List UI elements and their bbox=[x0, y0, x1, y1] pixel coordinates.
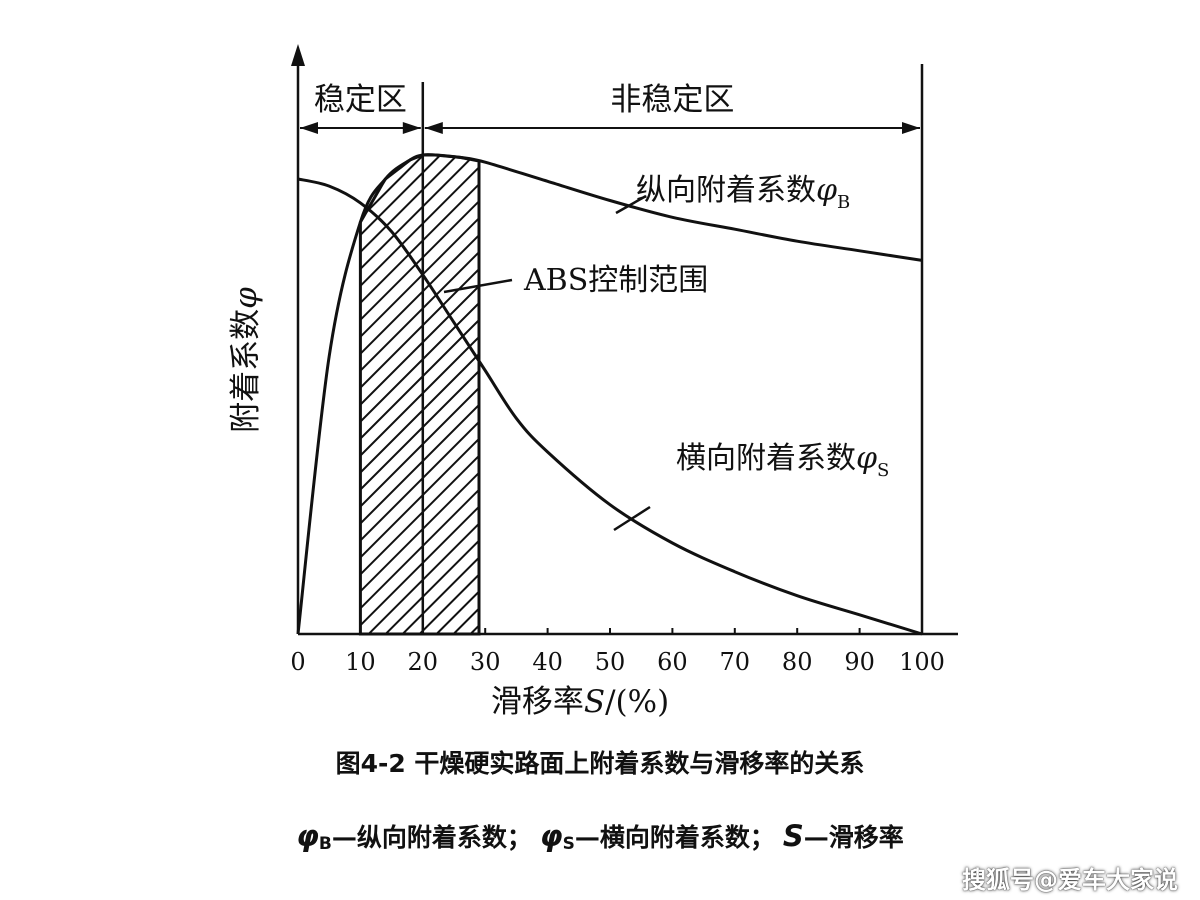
watermark-text: 搜狐号@爱车大家说 bbox=[962, 866, 1178, 894]
longitudinal-curve-label: 纵向附着系数φB bbox=[636, 173, 850, 213]
x-tick-label: 20 bbox=[408, 648, 439, 676]
legend-text: —滑移率 bbox=[803, 823, 904, 852]
longitudinal-curve bbox=[296, 153, 923, 635]
zone-arrow-head-left bbox=[300, 122, 318, 134]
figure-legend: φB—纵向附着系数； φS—横向附着系数； S—滑移率 bbox=[0, 818, 1200, 854]
unstable-zone-label: 非稳定区 bbox=[610, 82, 734, 118]
legend-entry: φB—纵向附着系数； bbox=[296, 819, 532, 854]
x-tick-label: 30 bbox=[470, 648, 501, 676]
legend-entry: φS—横向附着系数； bbox=[540, 819, 775, 854]
stable-zone-label: 稳定区 bbox=[314, 82, 407, 118]
legend-symbol: φ bbox=[539, 819, 563, 853]
y-axis-title: 附着系数φ bbox=[228, 287, 264, 433]
lateral-curve bbox=[297, 177, 923, 636]
legend-subscript: B bbox=[318, 834, 332, 854]
abs-control-region bbox=[358, 153, 481, 636]
x-tick-label: 100 bbox=[899, 648, 945, 676]
longitudinal-curve-label-leader bbox=[615, 194, 647, 215]
legend-entry: S—滑移率 bbox=[783, 819, 904, 853]
x-tick-label: 60 bbox=[657, 648, 688, 676]
x-tick-label: 50 bbox=[595, 648, 626, 676]
figure-caption: 图4-2 干燥硬实路面上附着系数与滑移率的关系 bbox=[335, 749, 865, 778]
zone-arrow-head-right bbox=[902, 122, 920, 134]
zone-arrow-head-right bbox=[402, 122, 421, 134]
legend-text: —纵向附着系数； bbox=[331, 823, 532, 852]
legend-symbol: φ bbox=[296, 819, 319, 853]
x-tick-label: 80 bbox=[782, 648, 813, 676]
x-tick-label: 0 bbox=[290, 648, 305, 676]
x-tick-label: 90 bbox=[844, 648, 875, 676]
x-tick-label: 40 bbox=[532, 648, 563, 676]
lateral-curve-label-leader bbox=[613, 505, 651, 532]
abs-leader-line bbox=[443, 278, 513, 294]
abs-control-label: ABS控制范围 bbox=[523, 263, 708, 298]
legend-symbol: S bbox=[782, 819, 804, 853]
lateral-curve-label: 横向附着系数φS bbox=[676, 441, 889, 481]
legend-subscript: S bbox=[562, 834, 575, 854]
zone-arrow-head-left bbox=[424, 122, 443, 134]
x-tick-label: 70 bbox=[720, 648, 751, 676]
legend-text: —横向附着系数； bbox=[574, 823, 775, 852]
y-axis-arrow bbox=[291, 44, 305, 66]
x-tick-label: 10 bbox=[345, 648, 376, 676]
x-axis-title: 滑移率S/(%) bbox=[491, 684, 669, 720]
